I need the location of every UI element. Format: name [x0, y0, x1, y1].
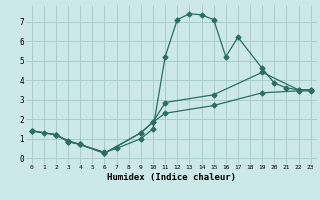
- X-axis label: Humidex (Indice chaleur): Humidex (Indice chaleur): [107, 173, 236, 182]
